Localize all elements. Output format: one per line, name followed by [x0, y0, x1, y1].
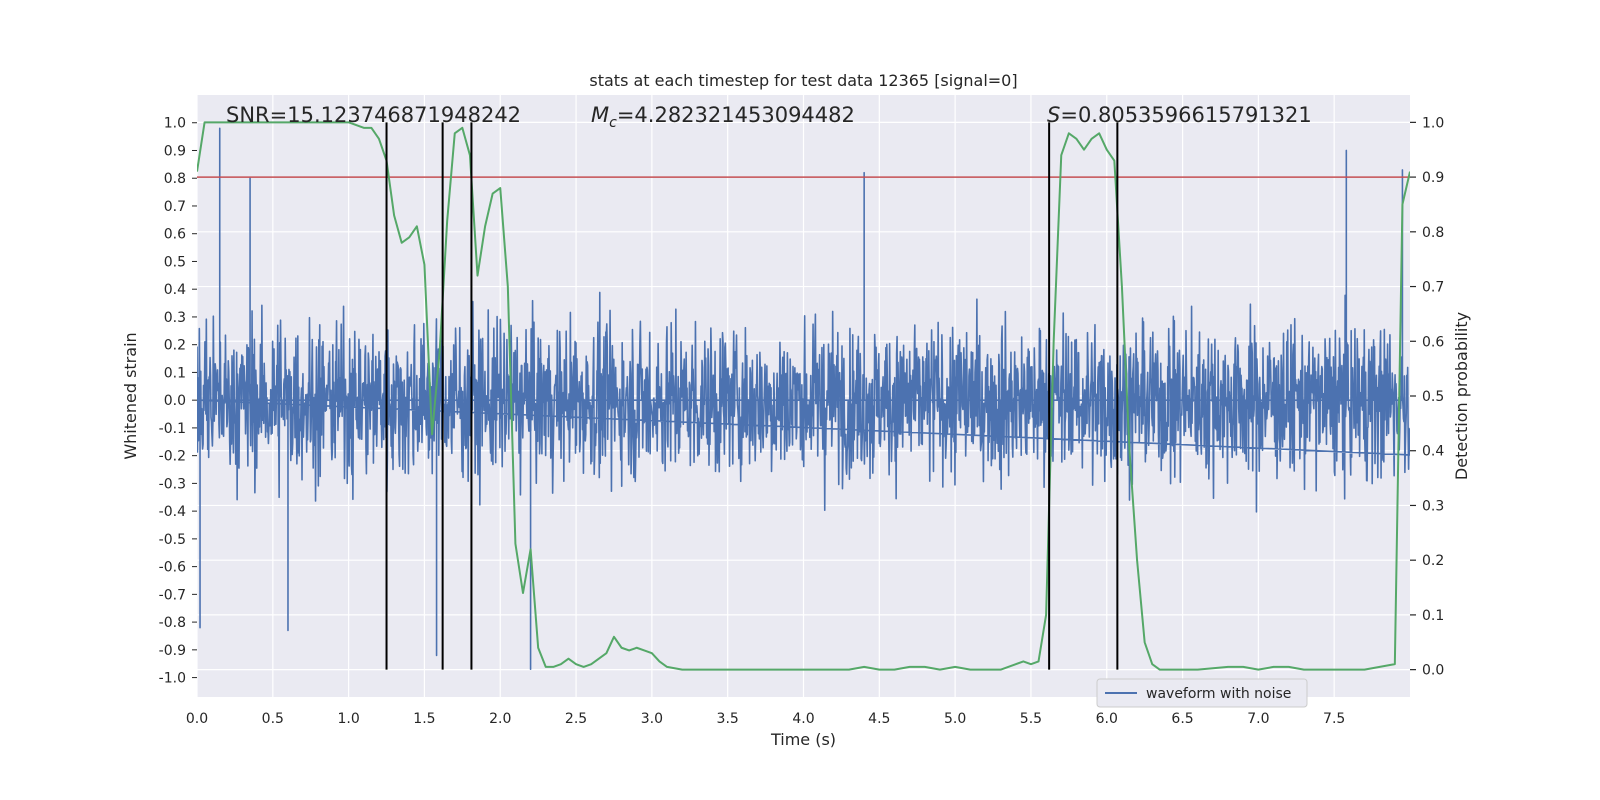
x-tick-label: 0.5 [262, 711, 284, 727]
x-tick-label: 2.5 [565, 711, 587, 727]
event-markers [385, 122, 1119, 670]
right-tick-label: 1.0 [1422, 115, 1444, 131]
left-tick-label: -0.3 [159, 476, 186, 492]
left-tick-label: 0.0 [164, 393, 186, 409]
x-tick-label: 1.5 [413, 711, 435, 727]
probability-series [197, 121, 1410, 671]
right-tick-label: 0.9 [1422, 170, 1444, 186]
left-tick-label: 0.3 [164, 310, 186, 326]
right-tick-label: 0.4 [1422, 444, 1444, 460]
chirp-mass-annotation: Mc=4.282321453094482 [591, 103, 855, 131]
left-axis-label: Whitened strain [121, 332, 140, 459]
left-tick-label: -0.6 [159, 560, 186, 576]
left-tick-label: 0.7 [164, 199, 186, 215]
x-tick-label: 7.0 [1247, 711, 1269, 727]
legend: waveform with noise [1096, 678, 1308, 708]
left-tick-label: 0.6 [164, 227, 186, 243]
left-tick-label: 0.1 [164, 365, 186, 381]
right-tick-label: 0.5 [1422, 389, 1444, 405]
left-tick-label: 0.9 [164, 143, 186, 159]
left-tick-label: -0.5 [159, 532, 186, 548]
x-axis-ticks: 0.0 0.5 1.0 1.5 2.0 2.5 3.0 3.5 4.0 4.5 5.0 5.5 6.0 6… [186, 711, 1345, 727]
right-axis-ticks: 1.0 0.9 0.8 0.7 0.6 0.5 0.4 0.3 0.2 0.1 0.0 [1410, 115, 1444, 679]
x-tick-label: 3.0 [641, 711, 663, 727]
left-tick-label: -0.4 [159, 504, 186, 520]
left-tick-label: 0.2 [164, 338, 186, 354]
left-tick-label: -0.9 [159, 643, 186, 659]
left-tick-label: 0.5 [164, 254, 186, 270]
x-tick-label: 1.0 [337, 711, 359, 727]
left-tick-label: -1.0 [159, 671, 186, 687]
left-tick-label: 0.4 [164, 282, 186, 298]
chirp-mass-value: =4.282321453094482 [617, 103, 855, 127]
left-tick-label: -0.1 [159, 421, 186, 437]
right-tick-label: 0.2 [1422, 553, 1444, 569]
left-tick-label: -0.8 [159, 615, 186, 631]
right-tick-label: 0.8 [1422, 225, 1444, 241]
legend-box [1096, 678, 1308, 708]
left-tick-label: 1.0 [164, 116, 186, 132]
x-tick-label: 2.0 [489, 711, 511, 727]
right-tick-label: 0.1 [1422, 608, 1444, 624]
x-tick-label: 3.5 [717, 711, 739, 727]
x-tick-label: 6.5 [1171, 711, 1193, 727]
right-axis-label: Detection probability [1452, 312, 1471, 480]
right-tick-label: 0.7 [1422, 280, 1444, 296]
right-tick-label: 0.0 [1422, 663, 1444, 679]
x-tick-label: 4.5 [868, 711, 890, 727]
left-tick-label: -0.7 [159, 587, 186, 603]
waveform-line [197, 127, 1410, 671]
right-tick-label: 0.6 [1422, 334, 1444, 350]
x-tick-label: 5.0 [944, 711, 966, 727]
probability-line [197, 121, 1410, 671]
x-tick-label: 4.0 [792, 711, 814, 727]
waveform-series [197, 127, 1410, 671]
x-tick-label: 0.0 [186, 711, 208, 727]
x-tick-label: 6.0 [1096, 711, 1118, 727]
left-tick-label: 0.8 [164, 171, 186, 187]
right-tick-label: 0.3 [1422, 498, 1444, 514]
left-axis-ticks: 1.0 0.9 0.8 0.7 0.6 0.5 0.4 0.3 0.2 0.1 0.0 -0.1 -0.… [159, 116, 197, 687]
x-tick-label: 5.5 [1020, 711, 1042, 727]
s-annotation: S=0.8053596615791321 [1047, 103, 1312, 127]
x-tick-label: 7.5 [1323, 711, 1345, 727]
snr-annotation: SNR=15.123746871948242 [226, 103, 521, 127]
x-axis-label: Time (s) [770, 730, 836, 749]
legend-label-waveform: waveform with noise [1146, 686, 1291, 702]
left-tick-label: -0.2 [159, 449, 186, 465]
s-value: =0.8053596615791321 [1060, 103, 1311, 127]
chart-title: stats at each timestep for test data 123… [589, 71, 1017, 90]
